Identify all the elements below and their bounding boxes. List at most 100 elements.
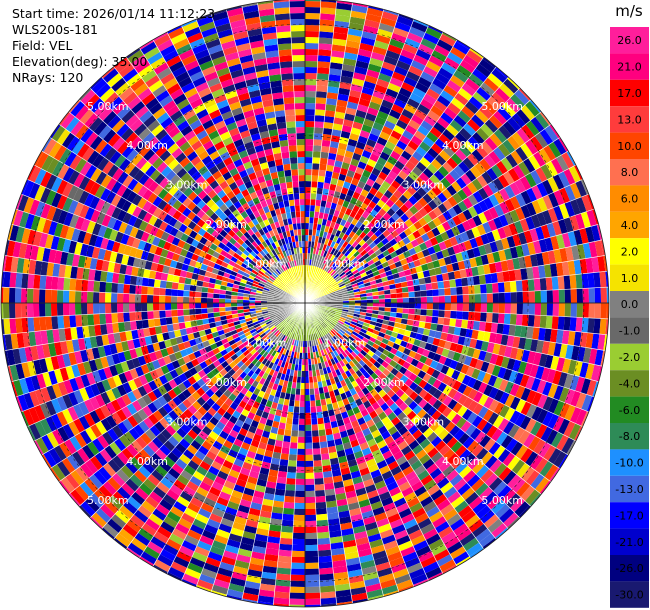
range-gate bbox=[433, 121, 446, 134]
range-gate bbox=[333, 26, 349, 35]
range-gate bbox=[336, 148, 346, 157]
range-gate bbox=[425, 60, 441, 73]
range-gate bbox=[318, 169, 326, 177]
range-gate bbox=[525, 100, 540, 117]
range-gate bbox=[423, 32, 440, 45]
range-gate bbox=[327, 239, 333, 247]
range-gate bbox=[328, 277, 335, 283]
range-gate bbox=[312, 151, 321, 158]
range-gate bbox=[428, 55, 444, 68]
range-gate bbox=[325, 251, 331, 259]
range-gate bbox=[355, 220, 363, 229]
range-gate bbox=[307, 247, 311, 254]
range-gate bbox=[395, 119, 408, 130]
range-gate bbox=[368, 101, 381, 111]
range-gate bbox=[354, 243, 362, 251]
range-gate bbox=[371, 167, 381, 177]
range-gate bbox=[305, 6, 321, 14]
range-gate bbox=[314, 279, 318, 286]
range-gate bbox=[507, 117, 521, 132]
range-gate bbox=[331, 196, 339, 205]
range-gate bbox=[318, 283, 324, 289]
range-gate bbox=[376, 110, 389, 121]
range-gate bbox=[324, 110, 336, 118]
range-gate bbox=[327, 276, 334, 282]
range-gate bbox=[322, 244, 328, 251]
range-gate bbox=[408, 26, 426, 39]
range-gate bbox=[335, 277, 342, 283]
range-gate bbox=[402, 43, 419, 55]
range-gate bbox=[381, 99, 394, 110]
range-gate bbox=[353, 260, 360, 267]
range-gate bbox=[374, 229, 383, 238]
range-gate bbox=[450, 153, 463, 166]
range-gate bbox=[461, 185, 473, 198]
range-gate bbox=[352, 233, 360, 241]
range-gate bbox=[423, 115, 437, 127]
range-gate bbox=[319, 157, 328, 165]
range-gate bbox=[488, 114, 503, 129]
range-gate bbox=[484, 137, 498, 151]
range-gate bbox=[387, 44, 403, 55]
range-gate bbox=[333, 273, 340, 280]
range-gate bbox=[500, 157, 513, 172]
range-gate bbox=[305, 72, 317, 80]
range-gate bbox=[348, 22, 364, 32]
range-gate bbox=[423, 203, 433, 214]
range-gate bbox=[444, 57, 460, 70]
range-gate bbox=[308, 235, 313, 242]
range-gate bbox=[404, 175, 415, 186]
range-gate bbox=[335, 229, 342, 238]
range-gate bbox=[428, 210, 438, 221]
range-gate bbox=[316, 291, 322, 296]
range-gate bbox=[327, 246, 334, 254]
range-gate bbox=[315, 273, 320, 280]
range-gate bbox=[324, 207, 331, 215]
range-gate bbox=[403, 76, 418, 88]
range-gate bbox=[322, 128, 333, 136]
range-gate bbox=[446, 124, 459, 137]
range-gate bbox=[318, 31, 334, 39]
range-gate bbox=[529, 99, 542, 113]
range-gate bbox=[310, 193, 317, 200]
range-gate bbox=[337, 252, 344, 260]
range-gate bbox=[417, 103, 431, 116]
range-gate bbox=[361, 124, 373, 134]
range-gate bbox=[430, 142, 443, 155]
range-gate bbox=[450, 46, 467, 60]
range-gate bbox=[398, 54, 414, 66]
range-gate bbox=[331, 129, 342, 137]
range-gate bbox=[520, 143, 534, 159]
range-gate bbox=[391, 103, 404, 115]
range-gate bbox=[479, 105, 494, 120]
range-gate bbox=[325, 201, 332, 209]
range-gate bbox=[405, 71, 421, 82]
range-gate bbox=[334, 265, 341, 272]
range-gate bbox=[457, 189, 468, 201]
range-gate bbox=[480, 141, 494, 155]
range-gate bbox=[325, 258, 330, 265]
range-gate bbox=[350, 127, 362, 136]
range-gate bbox=[336, 99, 348, 108]
range-gate bbox=[393, 189, 403, 199]
range-gate bbox=[404, 37, 421, 49]
range-gate bbox=[305, 163, 313, 170]
range-gate bbox=[340, 130, 351, 139]
range-gate bbox=[327, 80, 340, 88]
range-gate bbox=[412, 166, 423, 177]
range-gate bbox=[359, 223, 367, 232]
range-gate bbox=[447, 102, 462, 115]
range-gate bbox=[381, 61, 396, 72]
range-gate bbox=[451, 180, 462, 193]
range-gate bbox=[507, 77, 520, 90]
range-gate bbox=[314, 211, 320, 219]
range-gate bbox=[318, 255, 323, 262]
range-gate bbox=[324, 264, 329, 272]
range-gate bbox=[363, 118, 375, 128]
range-gate bbox=[318, 212, 325, 219]
range-gate bbox=[342, 233, 349, 241]
range-gate bbox=[360, 259, 368, 266]
range-gate bbox=[465, 169, 477, 182]
range-gate bbox=[355, 263, 362, 270]
range-gate bbox=[319, 269, 324, 276]
